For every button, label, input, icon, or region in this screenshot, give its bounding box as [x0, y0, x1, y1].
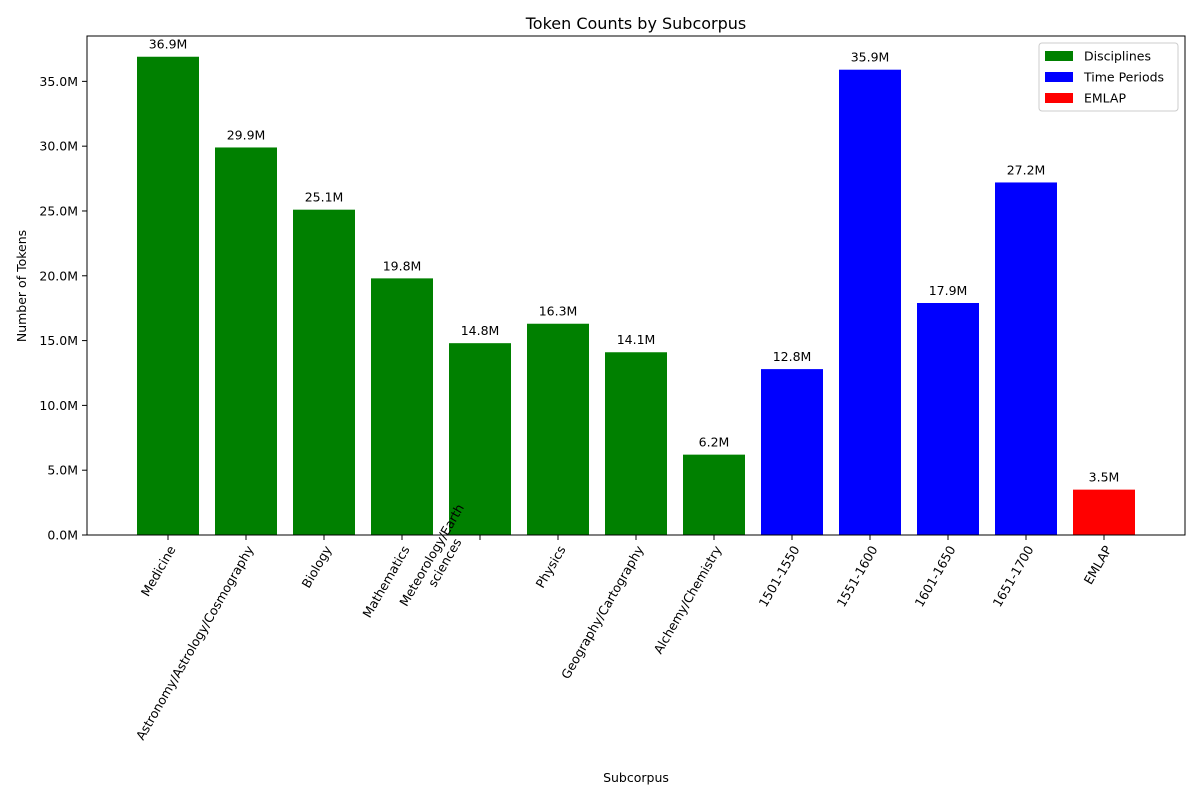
- legend-swatch: [1045, 51, 1073, 61]
- data-label: 19.8M: [383, 258, 422, 273]
- data-labels-layer: 36.9M 29.9M 25.1M 19.8M 14.8M 16.3M 14.1M 6.2M 1…: [149, 37, 1120, 485]
- data-label: 25.1M: [305, 190, 344, 205]
- data-label: 12.8M: [773, 349, 812, 364]
- bars-layer: [137, 56, 1135, 535]
- bar: [839, 69, 901, 535]
- y-tick-label: 10.0M: [39, 398, 78, 413]
- legend: Disciplines Time Periods EMLAP: [1038, 42, 1179, 112]
- data-label: 36.9M: [149, 37, 188, 52]
- bar: [761, 369, 823, 535]
- bar: [1073, 489, 1135, 535]
- x-tick-label: EMLAP: [1081, 543, 1115, 587]
- bar: [995, 182, 1057, 535]
- data-label: 16.3M: [539, 304, 578, 319]
- x-tick-label: Physics: [532, 543, 568, 591]
- plot-frame: [86, 35, 1186, 536]
- legend-label: Disciplines: [1084, 49, 1151, 64]
- bar: [293, 209, 355, 535]
- bar: [449, 343, 511, 535]
- y-tick-label: 35.0M: [39, 74, 78, 89]
- x-tick-label: Medicine: [138, 543, 179, 599]
- bar: [527, 323, 589, 535]
- bar: [683, 454, 745, 535]
- bar: [371, 278, 433, 535]
- x-tick-label: 1501-1550: [756, 543, 803, 610]
- x-tick-label: 1651-1700: [990, 543, 1037, 610]
- data-label: 29.9M: [227, 127, 266, 142]
- x-tick-label: 1601-1650: [912, 543, 959, 610]
- bar: [137, 56, 199, 535]
- legend-swatch: [1045, 93, 1073, 103]
- y-tick-label: 20.0M: [39, 268, 78, 283]
- y-tick-label: 0.0M: [47, 528, 78, 543]
- legend-label: Time Periods: [1083, 70, 1164, 85]
- data-label: 35.9M: [851, 50, 890, 65]
- x-tick-label: Biology: [299, 542, 335, 590]
- y-tick-label: 15.0M: [39, 333, 78, 348]
- legend-frame: [1038, 42, 1179, 112]
- x-tick-label: Geography/Cartography: [558, 542, 647, 681]
- x-tick-label: Mathematics: [359, 543, 412, 620]
- legend-label: EMLAP: [1084, 91, 1126, 106]
- legend-swatch: [1045, 72, 1073, 82]
- x-tick-label: Alchemy/Chemistry: [650, 542, 724, 656]
- bar: [215, 147, 277, 535]
- data-label: 14.1M: [617, 332, 656, 347]
- x-axis-label: Subcorpus: [603, 770, 669, 785]
- bar: [917, 302, 979, 535]
- bar: [605, 352, 667, 535]
- data-label: 27.2M: [1007, 162, 1046, 177]
- y-axis-label: Number of Tokens: [14, 230, 29, 342]
- y-tick-label: 30.0M: [39, 139, 78, 154]
- chart-title: Token Counts by Subcorpus: [525, 14, 747, 33]
- y-axis: 0.0M 5.0M 10.0M 15.0M 20.0M 25.0M 30.0M 35.0M: [39, 74, 87, 543]
- data-label: 14.8M: [461, 323, 500, 338]
- x-tick-label: 1551-1600: [834, 543, 881, 610]
- data-label: 17.9M: [929, 283, 968, 298]
- data-label: 3.5M: [1089, 470, 1120, 485]
- y-tick-label: 5.0M: [47, 463, 78, 478]
- y-tick-label: 25.0M: [39, 203, 78, 218]
- data-label: 6.2M: [699, 435, 730, 450]
